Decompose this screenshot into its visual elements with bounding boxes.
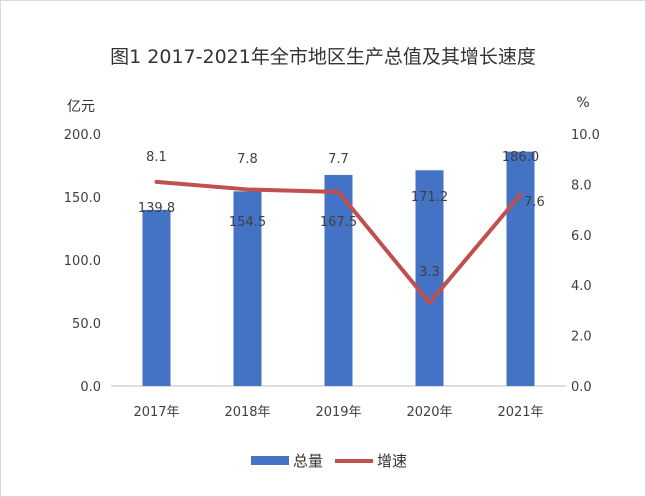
x-tick-label: 2020年 xyxy=(406,405,452,420)
x-axis-ticks: 2017年 2018年 2019年 2020年 2021年 xyxy=(133,405,543,420)
bar xyxy=(233,191,262,386)
left-tick-label: 50.0 xyxy=(72,317,101,332)
line-value-label: 8.1 xyxy=(146,150,167,165)
left-tick-label: 150.0 xyxy=(64,191,101,206)
bar-data-labels: 139.8 154.5 167.5 171.2 186.0 xyxy=(138,150,539,230)
right-tick-label: 10.0 xyxy=(571,128,600,143)
bar xyxy=(324,174,353,386)
bar-value-label: 154.5 xyxy=(229,215,266,230)
bar xyxy=(415,170,444,386)
legend-label-bar: 总量 xyxy=(293,452,323,470)
left-tick-label: 200.0 xyxy=(64,128,101,143)
right-tick-label: 6.0 xyxy=(571,229,592,244)
x-tick-label: 2018年 xyxy=(224,405,270,420)
x-tick-label: 2017年 xyxy=(133,405,179,420)
chart-title: 图1 2017-2021年全市地区生产总值及其增长速度 xyxy=(110,46,536,68)
right-tick-label: 2.0 xyxy=(571,330,592,345)
bar-value-label: 167.5 xyxy=(320,215,357,230)
line-value-label: 7.8 xyxy=(237,152,258,167)
left-axis-unit: 亿元 xyxy=(67,99,95,115)
line-value-label: 7.7 xyxy=(328,152,349,167)
x-tick-label: 2021年 xyxy=(497,405,543,420)
left-tick-label: 0.0 xyxy=(80,380,101,395)
x-tick-label: 2019年 xyxy=(315,405,361,420)
left-axis-ticks: 0.0 50.0 100.0 150.0 200.0 xyxy=(64,128,101,395)
bar-series xyxy=(142,151,535,386)
bar xyxy=(506,151,535,386)
right-tick-label: 8.0 xyxy=(571,178,592,193)
left-tick-label: 100.0 xyxy=(64,254,101,269)
legend-label-line: 增速 xyxy=(377,452,407,470)
legend-swatch-bar xyxy=(251,456,289,465)
right-tick-label: 0.0 xyxy=(571,380,592,395)
bar-value-label: 171.2 xyxy=(411,190,448,205)
line-series xyxy=(154,179,523,305)
right-tick-label: 4.0 xyxy=(571,279,592,294)
line-value-label: 7.6 xyxy=(524,195,545,210)
line-value-label: 3.3 xyxy=(419,265,440,280)
right-axis-ticks: 0.0 2.0 4.0 6.0 8.0 10.0 xyxy=(571,128,600,395)
line-data-labels: 8.1 7.8 7.7 3.3 7.6 xyxy=(146,150,545,280)
right-axis-unit: % xyxy=(576,95,589,111)
bar-value-label: 186.0 xyxy=(502,150,539,165)
bar xyxy=(142,209,171,386)
bar-value-label: 139.8 xyxy=(138,201,175,216)
legend: 总量 增速 xyxy=(251,452,407,470)
